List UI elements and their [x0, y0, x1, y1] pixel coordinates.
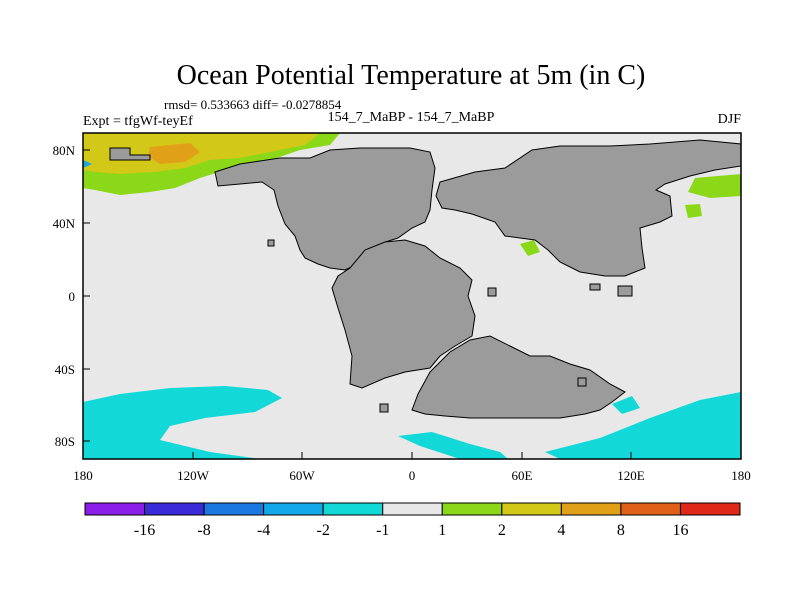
- colorbar-swatch: [144, 502, 205, 516]
- y-tick-0: 0: [69, 289, 76, 304]
- colorbar-swatch: [263, 502, 324, 516]
- land-island-5: [379, 403, 389, 413]
- warm-anomaly-north-yellow: [83, 133, 320, 174]
- colorbar-swatch: [203, 502, 265, 516]
- land-antarctica-australia: [411, 335, 626, 419]
- colorbar-label: -2: [317, 522, 330, 539]
- colorbar: -16 -8 -4 -2 -1 1 2 4 8 16: [84, 502, 741, 539]
- x-tick-180w: 180: [73, 468, 93, 483]
- colorbar-label: -4: [257, 522, 270, 539]
- y-tick-40s: 40S: [55, 362, 75, 377]
- map-plot: [82, 132, 742, 460]
- colorbar-label: -1: [376, 522, 389, 539]
- colorbar-label: -8: [197, 522, 210, 539]
- y-tick-40n: 40N: [53, 216, 76, 231]
- x-tick-60e: 60E: [512, 468, 533, 483]
- warm-anomaly-ne-green-small: [685, 204, 702, 218]
- land-south-america-africa: [331, 239, 476, 389]
- x-tick-0: 0: [409, 468, 416, 483]
- period-label: 154_7_MaBP - 154_7_MaBP: [328, 110, 495, 125]
- x-tick-120w: 120W: [177, 468, 210, 483]
- cold-anomaly-se-cyan: [612, 396, 640, 414]
- y-axis: 80N 40N 0 40S 80S: [53, 143, 90, 449]
- colorbar-swatch: [560, 502, 622, 516]
- colorbar-label: 8: [617, 522, 625, 539]
- land-northwest: [109, 147, 151, 161]
- land-island-4: [617, 285, 633, 297]
- land-island-1: [267, 239, 275, 247]
- cold-anomaly-south-cyan: [83, 386, 282, 459]
- x-tick-60w: 60W: [289, 468, 315, 483]
- warm-anomaly-ne-green: [688, 174, 741, 198]
- chart-title: Ocean Potential Temperature at 5m (in C): [177, 60, 646, 91]
- x-tick-120e: 120E: [617, 468, 645, 483]
- y-tick-80n: 80N: [53, 143, 76, 158]
- colorbar-swatch: [322, 502, 384, 516]
- land-island-2: [487, 287, 497, 297]
- colorbar-swatch: [382, 502, 443, 516]
- x-axis: 180 120W 60W 0 60E 120E 180: [73, 452, 751, 483]
- colorbar-label: 1: [438, 522, 446, 539]
- colorbar-label: -16: [134, 522, 155, 539]
- colorbar-swatch: [441, 502, 503, 516]
- stats-label: rmsd= 0.533663 diff= -0.0278854: [164, 97, 342, 112]
- experiment-label: Expt = tfgWf-teyEf: [83, 114, 193, 129]
- y-tick-80s: 80S: [55, 434, 75, 449]
- colorbar-label: 2: [498, 522, 506, 539]
- land-eurasia: [435, 139, 742, 277]
- season-label: DJF: [718, 112, 742, 127]
- colorbar-label: 4: [557, 522, 565, 539]
- colorbar-swatch: [620, 502, 681, 516]
- colorbar-swatch: [84, 502, 146, 516]
- colorbar-swatch: [679, 502, 741, 516]
- land-island-3: [589, 283, 601, 291]
- colorbar-label: 16: [672, 522, 688, 539]
- cold-anomaly-west-edge: [83, 160, 92, 168]
- colorbar-swatch: [501, 502, 562, 516]
- cold-anomaly-south-cyan-3: [545, 392, 741, 459]
- x-tick-180e: 180: [731, 468, 751, 483]
- warm-anomaly-tethys-green: [520, 240, 540, 256]
- land-island-6: [577, 377, 587, 387]
- cold-anomaly-south-cyan-2: [398, 432, 508, 459]
- warm-anomaly-north-orange: [148, 143, 200, 164]
